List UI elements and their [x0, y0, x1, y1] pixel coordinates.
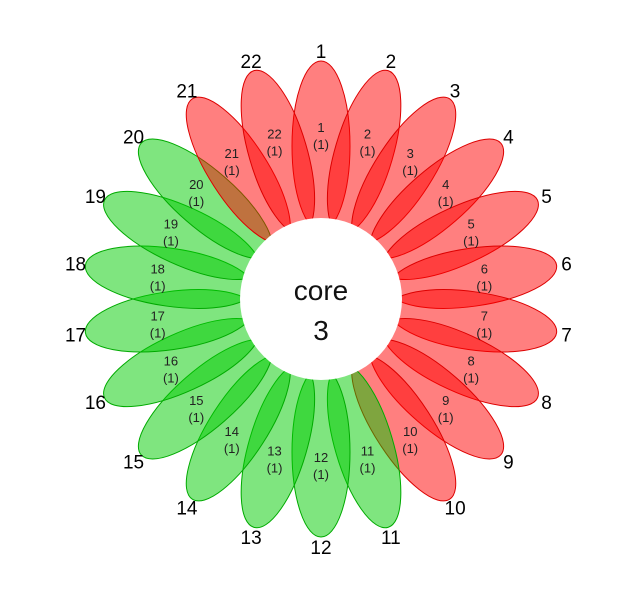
petal-label-16: 16 [164, 354, 178, 369]
outer-label-18: 18 [65, 255, 86, 276]
petal-count-6: (1) [476, 279, 492, 294]
outer-label-15: 15 [123, 452, 144, 473]
outer-label-13: 13 [241, 528, 262, 549]
petal-label-6: 6 [481, 262, 488, 277]
outer-label-1: 1 [316, 42, 327, 63]
petal-label-5: 5 [467, 216, 474, 231]
petal-label-22: 22 [267, 127, 281, 142]
outer-label-20: 20 [123, 128, 144, 149]
petal-count-8: (1) [463, 371, 479, 386]
outer-label-8: 8 [541, 393, 552, 414]
petal-label-15: 15 [189, 393, 203, 408]
petal-label-4: 4 [442, 177, 449, 192]
petal-label-19: 19 [164, 216, 178, 231]
petal-label-14: 14 [225, 424, 239, 439]
petal-label-11: 11 [361, 443, 375, 458]
petal-label-10: 10 [403, 424, 417, 439]
outer-label-7: 7 [561, 325, 572, 346]
petal-count-20: (1) [188, 194, 204, 209]
petal-label-20: 20 [189, 177, 203, 192]
outer-label-22: 22 [241, 52, 262, 73]
outer-label-12: 12 [310, 538, 331, 559]
petal-label-8: 8 [467, 354, 474, 369]
petal-count-21: (1) [224, 163, 240, 178]
petal-count-16: (1) [163, 371, 179, 386]
petal-label-13: 13 [267, 443, 281, 458]
petal-count-11: (1) [360, 460, 376, 475]
petal-count-4: (1) [438, 194, 454, 209]
petal-label-3: 3 [407, 146, 414, 161]
petal-count-19: (1) [163, 233, 179, 248]
petal-count-2: (1) [360, 144, 376, 159]
core-label: core [294, 275, 348, 306]
outer-label-3: 3 [450, 81, 461, 102]
petal-count-18: (1) [150, 279, 166, 294]
outer-label-14: 14 [176, 499, 198, 520]
petal-label-21: 21 [225, 146, 239, 161]
petal-count-13: (1) [267, 460, 283, 475]
petal-count-3: (1) [402, 163, 418, 178]
petal-label-2: 2 [364, 127, 371, 142]
outer-label-17: 17 [65, 325, 86, 346]
outer-label-2: 2 [386, 52, 397, 73]
petal-count-15: (1) [188, 410, 204, 425]
petal-count-5: (1) [463, 233, 479, 248]
petal-count-14: (1) [224, 441, 240, 456]
petal-count-7: (1) [476, 325, 492, 340]
petal-count-10: (1) [402, 441, 418, 456]
petal-label-17: 17 [150, 308, 164, 323]
petal-label-9: 9 [442, 393, 449, 408]
petal-group [84, 60, 558, 538]
petal-label-18: 18 [150, 262, 164, 277]
outer-label-11: 11 [381, 528, 401, 549]
outer-label-5: 5 [541, 187, 552, 208]
outer-label-16: 16 [85, 393, 106, 414]
outer-label-6: 6 [561, 255, 572, 276]
petal-label-7: 7 [481, 308, 488, 323]
petal-label-group: 1(1)2(1) 3(1)4(1)5(1)6(1)7(1)8(1)9(1)10(1… [150, 120, 493, 482]
outer-label-10: 10 [445, 499, 466, 520]
outer-label-9: 9 [503, 452, 514, 473]
petal-count-12: (1) [313, 467, 329, 482]
outer-label-4: 4 [503, 128, 514, 149]
petal-label-12: 12 [314, 450, 328, 465]
petal-count-22: (1) [267, 144, 283, 159]
core-count: 3 [313, 315, 329, 346]
petal-count-9: (1) [438, 410, 454, 425]
core-circle [240, 218, 402, 380]
outer-label-21: 21 [176, 81, 197, 102]
petal-count-1: (1) [313, 137, 329, 152]
outer-label-19: 19 [85, 187, 106, 208]
petal-count-17: (1) [150, 325, 166, 340]
petal-label-1: 1 [317, 120, 324, 135]
